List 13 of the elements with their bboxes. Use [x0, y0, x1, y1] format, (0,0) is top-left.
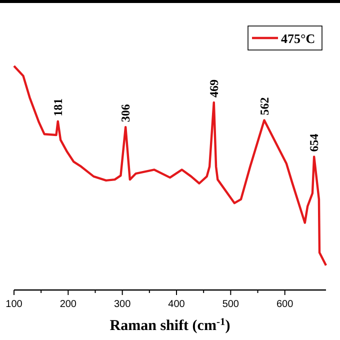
- annotation: 562: [257, 97, 272, 116]
- x-axis-title: Raman shift (cm$^{-1}$): [110, 316, 230, 334]
- annotation: 469: [206, 80, 221, 98]
- annotation: 181: [50, 98, 65, 116]
- legend-label: 475°C: [281, 31, 316, 46]
- annotation: 306: [118, 104, 133, 122]
- x-tick-label: 300: [114, 299, 132, 310]
- x-tick-label: 100: [6, 299, 23, 310]
- x-tick-label: 500: [222, 299, 240, 310]
- annotation: 654: [307, 134, 322, 152]
- x-tick-label: 200: [60, 299, 77, 310]
- x-tick-label: 600: [276, 299, 294, 310]
- x-tick-label: 400: [168, 299, 186, 310]
